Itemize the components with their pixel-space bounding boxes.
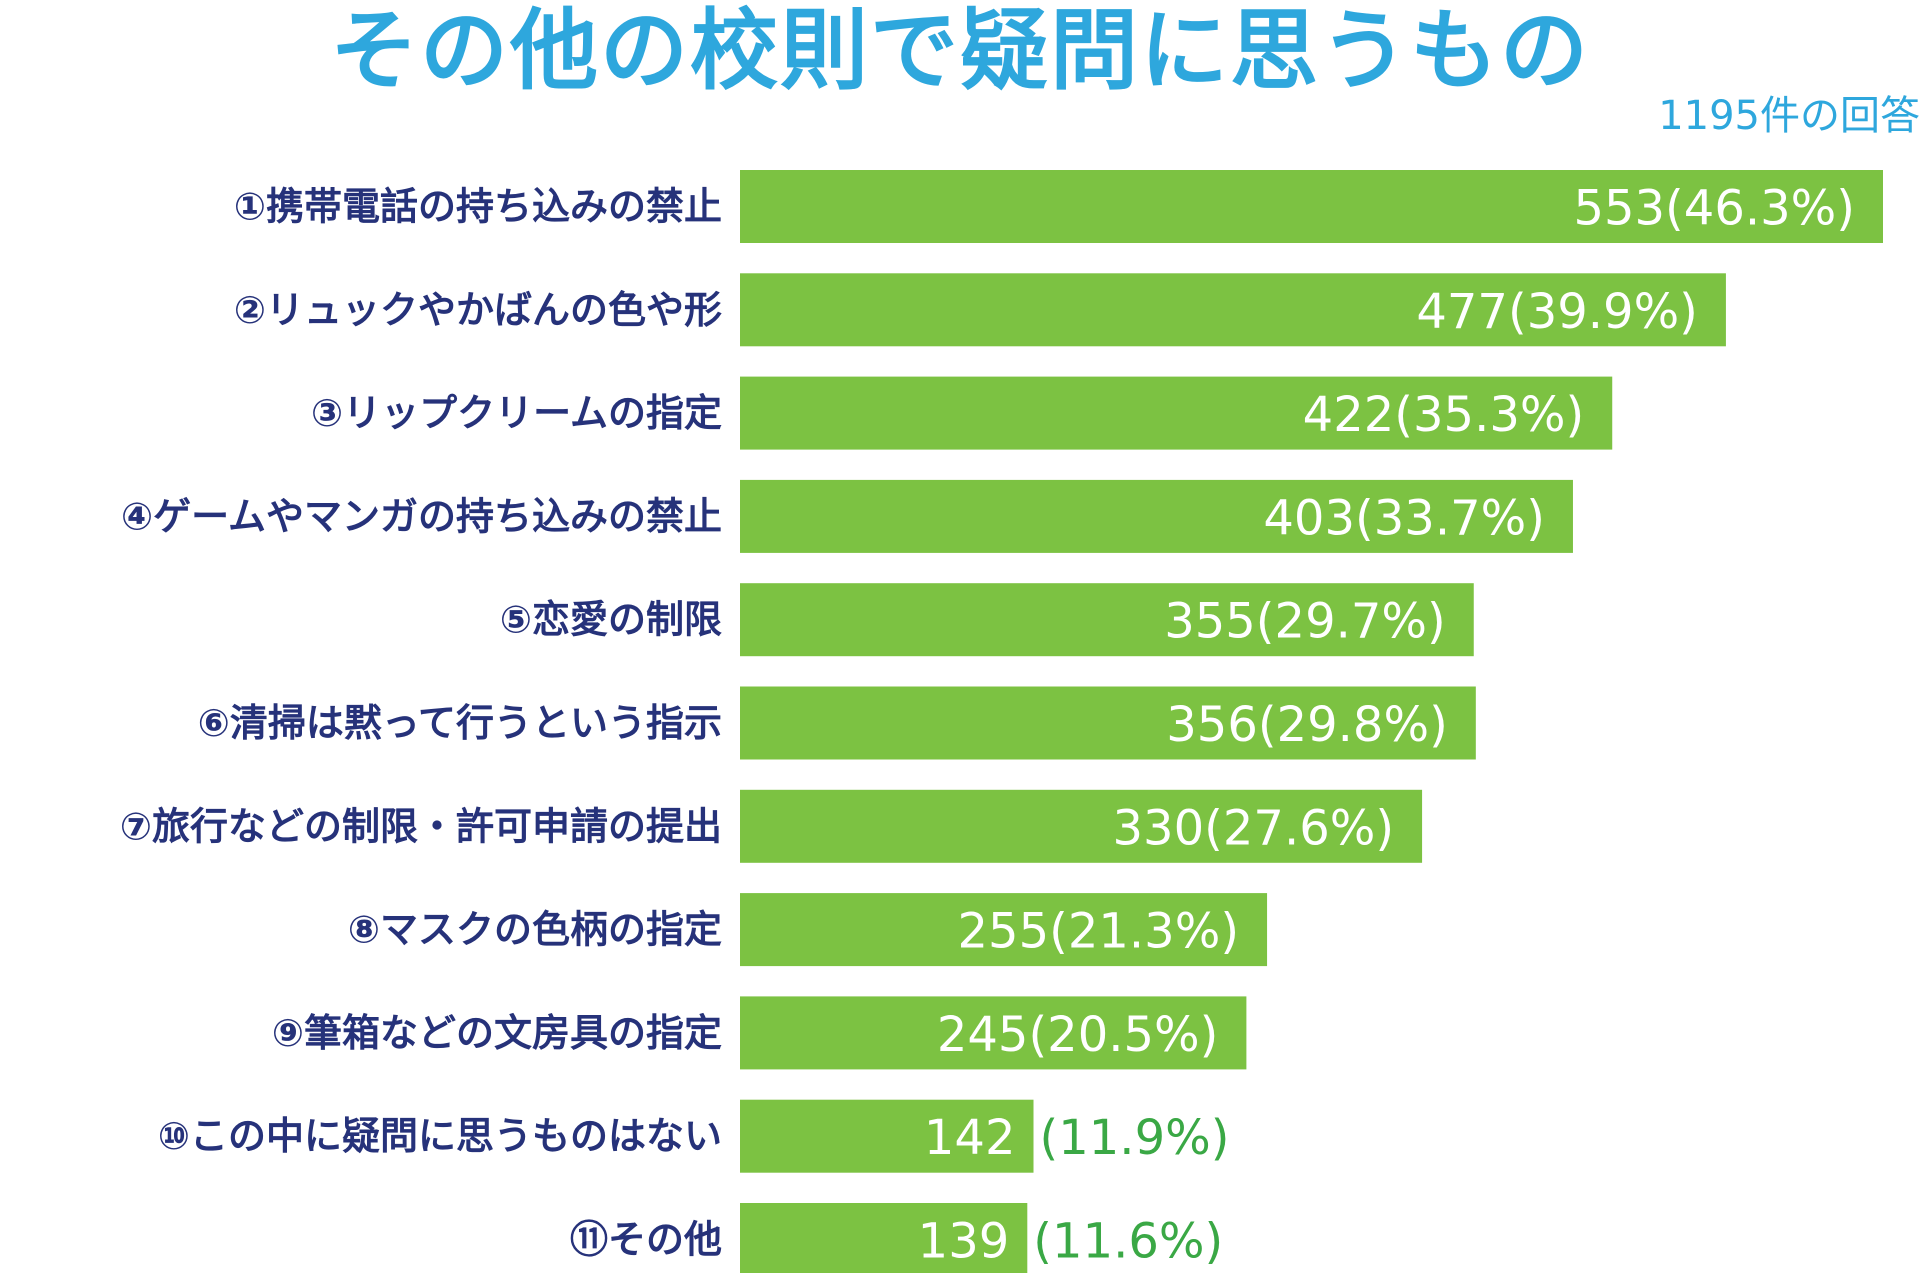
bar: [740, 273, 1726, 347]
bar: [740, 789, 1423, 863]
bar: [740, 686, 1476, 760]
data-label-value: 139: [918, 1214, 1010, 1270]
data-label-percent: (11.9%): [1040, 1110, 1230, 1166]
category-label: ①携帯電話の持ち込みの禁止: [234, 185, 722, 229]
data-label: 553(46.3%): [1573, 181, 1855, 237]
data-label: 477(39.9%): [1416, 284, 1698, 340]
data-label: 403(33.7%): [1263, 490, 1545, 546]
chart-title: その他の校則で疑問に思うもの: [329, 0, 1590, 102]
category-label: ④ゲームやマンガの持ち込みの禁止: [121, 494, 722, 538]
data-label: 255(21.3%): [957, 904, 1239, 960]
category-label: ⑨筆箱などの文房具の指定: [272, 1011, 722, 1055]
bar: [740, 479, 1573, 553]
category-label: ⑦旅行などの制限・許可申請の提出: [120, 804, 722, 848]
category-label: ⑧マスクの色柄の指定: [348, 908, 722, 952]
bar: [740, 1203, 1028, 1273]
bar: [740, 376, 1613, 450]
bar: [740, 893, 1268, 967]
data-label: 356(29.8%): [1166, 697, 1448, 753]
bar: [740, 170, 1883, 243]
category-label: ⑪その他: [570, 1218, 722, 1262]
response-count: 1195件の回答: [1658, 93, 1920, 139]
data-label: 245(20.5%): [937, 1007, 1219, 1063]
category-label: ⑩この中に疑問に思うものはない: [158, 1114, 722, 1158]
data-label-value: 142: [924, 1110, 1016, 1166]
category-label: ③リップクリームの指定: [311, 391, 722, 435]
data-label-percent: (11.6%): [1033, 1214, 1223, 1270]
bar: [740, 583, 1474, 657]
data-label: 422(35.3%): [1303, 387, 1585, 443]
category-label: ②リュックやかばんの色や形: [234, 288, 722, 332]
data-label: 330(27.6%): [1113, 800, 1395, 856]
bar: [740, 996, 1247, 1070]
bar: [740, 1099, 1034, 1173]
data-label: 355(29.7%): [1164, 594, 1446, 650]
category-label: ⑥清掃は黙って行うという指示: [198, 701, 722, 745]
category-label: ⑤恋愛の制限: [500, 598, 722, 642]
